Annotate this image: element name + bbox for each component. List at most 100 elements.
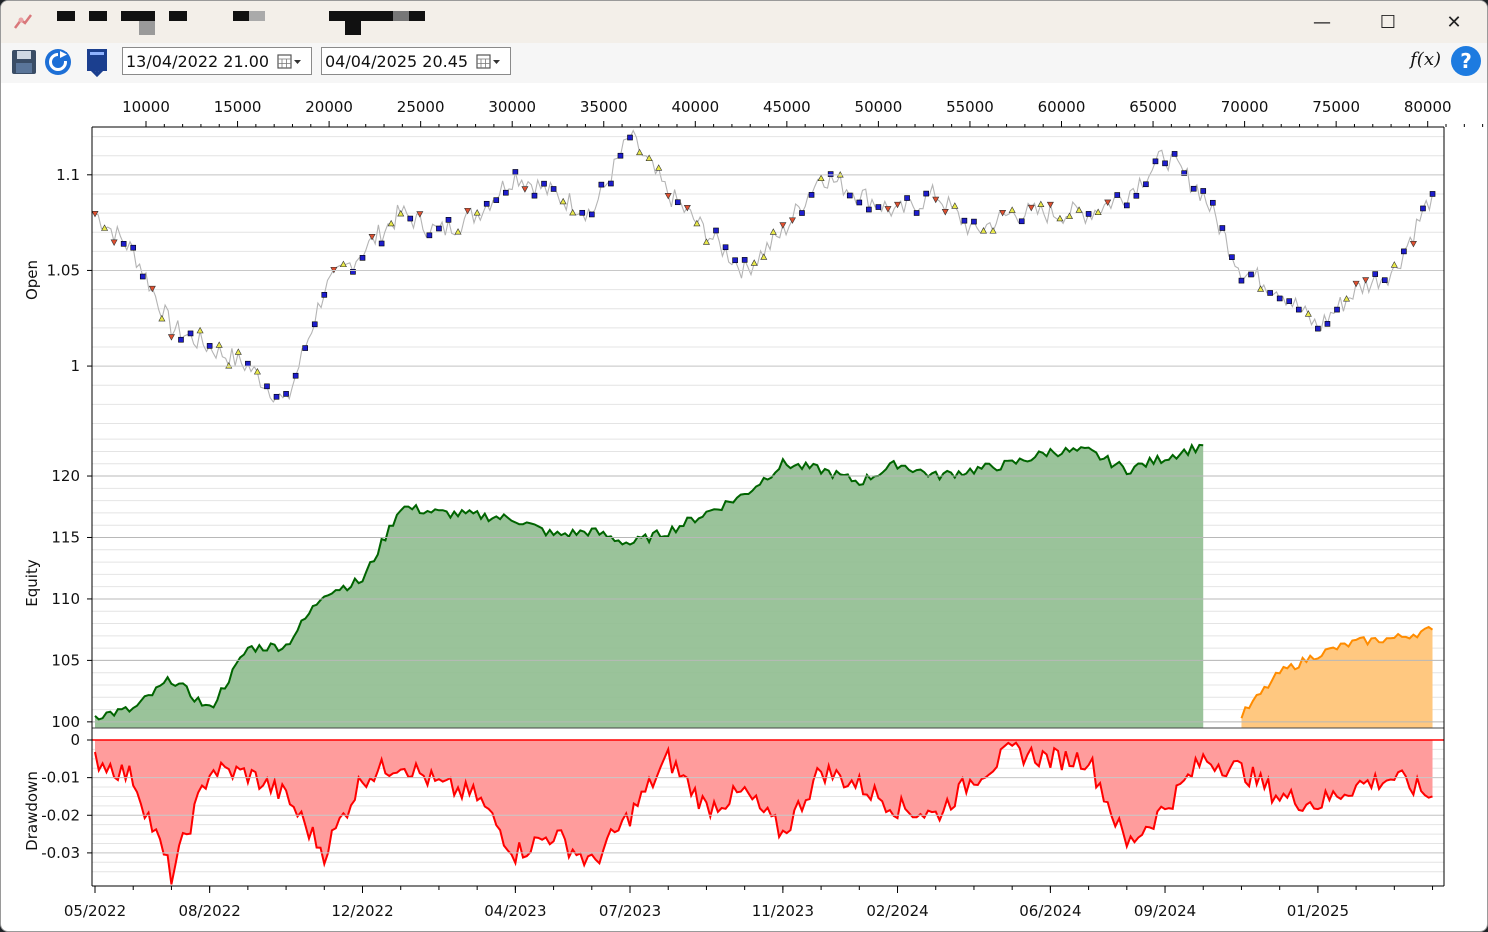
refresh-icon[interactable] (43, 47, 73, 77)
trade-entry-marker (1229, 254, 1235, 260)
buy-signal-marker (817, 174, 825, 182)
formula-button[interactable]: f(x) (1410, 49, 1441, 70)
trade-entry-marker (503, 189, 509, 196)
end-date-field[interactable]: 04/04/2025 20.45 (321, 47, 511, 75)
calendar-dropdown-icon[interactable] (277, 54, 303, 70)
title-bar[interactable]: — ☐ ✕ (1, 1, 1487, 43)
trade-entry-marker (292, 372, 299, 379)
trade-entry-marker (808, 192, 815, 198)
trade-entry-marker (359, 255, 366, 261)
sell-signal-marker (148, 285, 156, 293)
trade-entry-marker (713, 227, 719, 234)
export-icon[interactable] (83, 47, 113, 77)
sell-signal-marker (464, 207, 472, 215)
buy-signal-marker (1056, 214, 1064, 222)
sell-signal-marker (941, 209, 949, 216)
start-date-field[interactable]: 13/04/2022 21.00 (122, 47, 312, 75)
equity-y-tick-label: 115 (51, 528, 80, 546)
buy-signal-marker (1008, 206, 1016, 213)
trade-entry-marker (799, 210, 805, 216)
sell-signal-marker (788, 217, 796, 224)
trade-entry-marker (378, 240, 385, 247)
trade-entry-marker (1286, 298, 1293, 304)
top-axis-label: 35000 (580, 98, 628, 116)
top-axis-label: 10000 (122, 98, 170, 116)
buy-signal-marker (234, 348, 242, 355)
trade-entry-marker (741, 257, 748, 263)
trade-entry-marker (627, 134, 633, 141)
buy-signal-marker (215, 341, 223, 348)
price-y-tick-label: 1 (70, 357, 80, 375)
function-icon: f(x) (1410, 49, 1441, 70)
price-panel[interactable]: 1.1 1.05 1 Open (23, 127, 1444, 433)
help-icon: ? (1460, 49, 1472, 73)
buy-signal-marker (1075, 206, 1083, 213)
buy-signal-marker (1390, 261, 1398, 268)
trade-entry-marker (1018, 218, 1025, 225)
trade-entry-marker (579, 209, 586, 216)
trade-entry-marker (311, 321, 318, 328)
sell-signal-marker (1409, 240, 1417, 248)
trade-entry-marker (245, 360, 251, 367)
trade-entry-marker (1401, 248, 1407, 255)
bottom-axis-label: 08/2022 (178, 902, 240, 920)
buy-signal-marker (1343, 295, 1351, 302)
trade-entry-marker (1248, 271, 1254, 278)
top-axis-label: 75000 (1312, 98, 1360, 116)
drawdown-y-tick-label: -0.03 (41, 844, 80, 862)
bottom-axis: 05/2022 08/2022 12/2022 04/2023 07/2023 11/20… (64, 886, 1434, 920)
sell-signal-marker (664, 193, 672, 200)
trade-entry-marker (483, 200, 490, 207)
minimize-button[interactable]: — (1289, 1, 1355, 43)
trade-entry-marker (904, 195, 910, 201)
trade-entry-marker (1219, 225, 1226, 231)
trade-entry-marker (1295, 306, 1302, 313)
save-icon[interactable] (9, 47, 39, 77)
price-y-tick-label: 1.05 (47, 261, 80, 279)
trade-entry-marker (923, 190, 929, 197)
top-axis-label: 55000 (946, 98, 994, 116)
trade-entry-marker (1324, 321, 1331, 327)
top-axis-label: 65000 (1129, 98, 1177, 116)
drawdown-axis-label: Drawdown (23, 771, 41, 851)
trade-entry-marker (512, 169, 519, 175)
trade-entry-marker (1276, 295, 1283, 302)
backtest-chart[interactable]: 10000 15000 20000 25000 30000 35000 40000 45000… (1, 83, 1487, 931)
buy-signal-marker (1065, 212, 1073, 219)
equity-panel[interactable]: 120 115 110 105 100 Equity (23, 438, 1444, 731)
buy-signal-marker (951, 202, 959, 209)
bottom-axis-label: 01/2025 (1287, 902, 1349, 920)
buy-signal-marker (702, 238, 710, 245)
end-date-value: 04/04/2025 20.45 (325, 52, 469, 71)
trade-entry-marker (273, 393, 280, 400)
buy-signal-marker (1094, 208, 1102, 215)
plot-frame (91, 126, 1445, 887)
top-axis-label: 20000 (305, 98, 353, 116)
trade-entry-marker (1381, 277, 1388, 283)
trade-entry-marker (436, 225, 442, 232)
buy-signal-marker (158, 314, 166, 322)
maximize-button[interactable]: ☐ (1355, 1, 1421, 43)
trade-entry-marker (1133, 192, 1140, 199)
calendar-dropdown-icon[interactable] (476, 54, 502, 70)
top-axis-label: 40000 (671, 98, 719, 116)
trade-entry-marker (350, 268, 356, 275)
top-axis: 10000 15000 20000 25000 30000 35000 40000 45000… (92, 98, 1484, 128)
drawdown-panel[interactable]: 0 -0.01 -0.02 -0.03 Drawdown (23, 731, 1444, 885)
buy-signal-marker (1257, 285, 1265, 292)
sell-signal-marker (683, 205, 691, 212)
close-icon: ✕ (1446, 11, 1462, 33)
close-button[interactable]: ✕ (1421, 1, 1487, 43)
trade-entry-marker (1171, 151, 1178, 157)
bottom-axis-label: 06/2024 (1019, 902, 1081, 920)
trade-entry-marker (321, 292, 328, 298)
trade-entry-marker (302, 345, 308, 351)
maximize-icon: ☐ (1379, 11, 1397, 33)
buy-signal-marker (397, 209, 405, 217)
trade-entry-marker (1152, 158, 1159, 165)
buy-signal-marker (760, 253, 768, 260)
bottom-axis-label: 02/2024 (866, 902, 928, 920)
buy-signal-marker (1304, 310, 1312, 317)
buy-signal-marker (980, 227, 988, 234)
help-button[interactable]: ? (1451, 46, 1481, 76)
